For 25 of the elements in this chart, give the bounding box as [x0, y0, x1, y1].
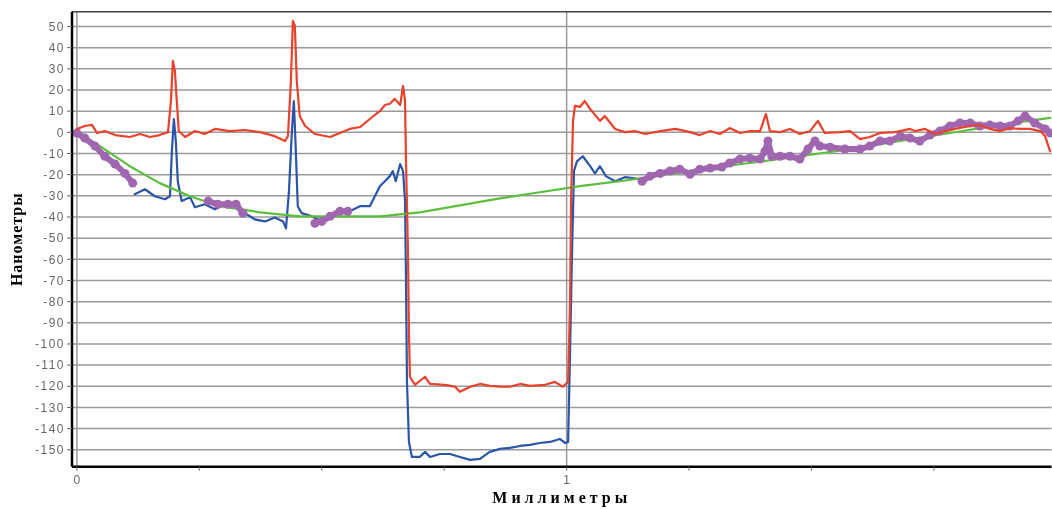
- y-tick-label: -80: [43, 294, 65, 309]
- y-tick-label: 30: [48, 62, 65, 77]
- x-axis-title: Миллиметры: [492, 489, 632, 507]
- y-tick-label: -70: [43, 273, 65, 288]
- y-tick-label: -120: [34, 379, 65, 394]
- y-tick-label: 40: [48, 40, 65, 55]
- y-tick-label: -50: [43, 231, 65, 246]
- y-tick-label: -140: [34, 421, 65, 436]
- line-series: [75, 19, 1052, 393]
- y-tick-label: 0: [56, 125, 65, 140]
- y-tick-label: -130: [34, 400, 65, 415]
- y-axis-title: Нанометры: [8, 192, 26, 287]
- y-tick-label: -110: [35, 358, 65, 373]
- y-tick-label: 10: [48, 104, 65, 119]
- y-tick-label: -30: [43, 189, 65, 204]
- y-tick-label: -90: [43, 315, 65, 330]
- y-tick-label: 50: [48, 19, 65, 34]
- x-tick-label: 1: [563, 472, 571, 487]
- y-tick-label: -10: [43, 146, 65, 161]
- y-tick-label: -60: [43, 252, 65, 267]
- y-tick-label: 20: [48, 83, 65, 98]
- y-tick-label: -20: [43, 167, 65, 182]
- y-tick-label: -40: [43, 210, 65, 225]
- y-tick-label: -150: [34, 442, 65, 457]
- y-tick-label: -100: [34, 337, 65, 352]
